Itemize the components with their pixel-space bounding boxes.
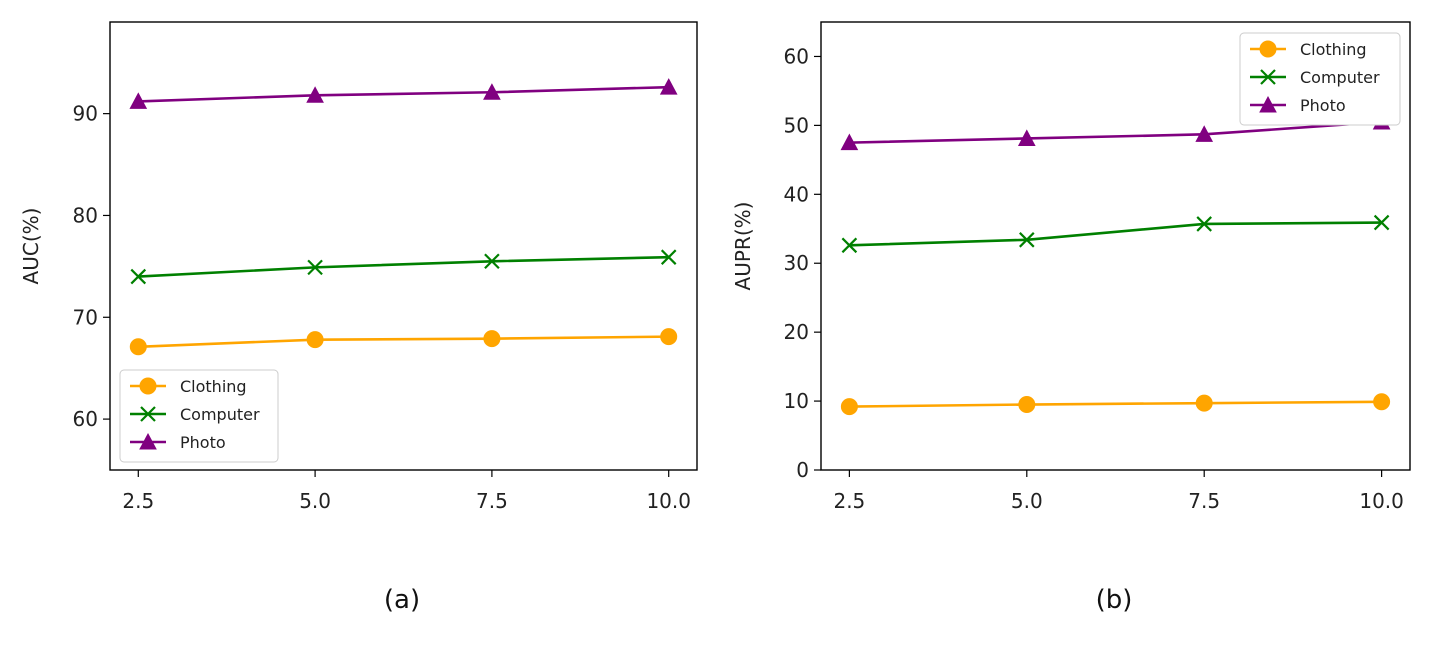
legend-marker: [1260, 69, 1276, 85]
y-tick-label: 10: [784, 389, 809, 413]
series-line: [138, 85, 669, 103]
data-point: [483, 83, 501, 100]
legend-label: Computer: [1300, 68, 1380, 87]
legend-marker: [1259, 40, 1277, 58]
y-tick-label: 0: [796, 458, 809, 482]
y-tick-label: 30: [784, 251, 809, 275]
data-point: [1196, 216, 1212, 232]
data-point: [483, 330, 501, 348]
data-point: [307, 259, 323, 276]
data-point: [659, 78, 678, 95]
series-computer: [841, 214, 1390, 254]
legend-label: Clothing: [1300, 40, 1367, 59]
y-tick-label: 50: [784, 113, 809, 137]
data-point: [660, 249, 677, 265]
legend-entry-clothing: Clothing: [1250, 40, 1367, 59]
legend-label: Clothing: [180, 377, 247, 396]
y-tick-label: 60: [73, 407, 98, 431]
axes-frame: [109, 21, 698, 471]
x-tick-label: 2.5: [833, 489, 865, 513]
chart-b-aupr: 2.5 5.0 7.5 10.0 0 10 20 30 40 50 60 AUPR(%) Clothin…: [731, 21, 1411, 615]
data-point: [130, 268, 147, 285]
legend-entry-photo: Photo: [1250, 95, 1346, 115]
data-point: [484, 253, 500, 270]
data-point: [1373, 393, 1391, 411]
series-clothing: [840, 393, 1391, 416]
legend-label: Photo: [180, 433, 226, 452]
legend: Clothing Computer Photo: [1239, 32, 1401, 126]
legend-entry-computer: Computer: [1250, 68, 1380, 87]
data-point: [1195, 125, 1214, 142]
data-point: [1373, 214, 1390, 231]
data-point: [1019, 232, 1035, 248]
y-tick-label: 70: [73, 305, 98, 329]
series-line: [138, 335, 669, 349]
data-point: [306, 86, 324, 103]
x-tick-label: 10.0: [646, 489, 691, 513]
chart-a-auc: 2.5 5.0 7.5 10.0 60 70 80 90 AUC(%) Clothing Compu…: [19, 21, 698, 615]
legend-marker: [139, 377, 157, 395]
legend-label: Photo: [1300, 96, 1346, 115]
legend-entry-computer: Computer: [130, 405, 260, 424]
data-point: [129, 338, 147, 356]
series-photo: [129, 78, 678, 109]
y-axis-label: AUC(%): [19, 208, 43, 285]
legend: Clothing Computer Photo: [119, 369, 279, 463]
axes-frame: [820, 21, 1411, 471]
legend-marker: [1259, 95, 1277, 113]
y-tick-label: 20: [784, 320, 809, 344]
x-tick-label: 5.0: [1011, 489, 1043, 513]
legend-box: [1239, 32, 1401, 126]
legend-label: Computer: [180, 405, 260, 424]
data-point: [1195, 394, 1213, 412]
series-line: [138, 255, 669, 278]
x-tick-label: 7.5: [476, 489, 508, 513]
y-tick-label: 40: [784, 182, 809, 206]
y-tick-label: 60: [784, 44, 809, 68]
series-line: [849, 221, 1382, 247]
legend-entry-clothing: Clothing: [130, 377, 247, 396]
data-point: [129, 92, 148, 109]
data-point: [840, 398, 858, 416]
x-tick-label: 7.5: [1188, 489, 1220, 513]
legend-marker: [140, 406, 156, 422]
chart-caption: (a): [384, 585, 420, 615]
series-clothing: [129, 328, 678, 356]
series-computer: [130, 249, 677, 285]
data-point: [306, 331, 324, 349]
data-point: [660, 328, 678, 346]
y-tick-label: 90: [73, 102, 98, 126]
legend-marker: [139, 432, 157, 450]
data-point: [1017, 129, 1036, 146]
legend-box: [119, 369, 279, 463]
legend-entry-photo: Photo: [130, 432, 226, 452]
x-tick-label: 5.0: [299, 489, 331, 513]
y-tick-label: 80: [73, 203, 98, 227]
data-point: [1018, 396, 1036, 414]
chart-caption: (b): [1096, 585, 1133, 615]
data-point: [840, 133, 859, 151]
x-tick-label: 2.5: [122, 489, 154, 513]
y-axis-label: AUPR(%): [731, 202, 755, 291]
series-line: [849, 400, 1382, 408]
series-line: [849, 120, 1382, 144]
data-point: [841, 237, 858, 254]
x-tick-label: 10.0: [1359, 489, 1404, 513]
